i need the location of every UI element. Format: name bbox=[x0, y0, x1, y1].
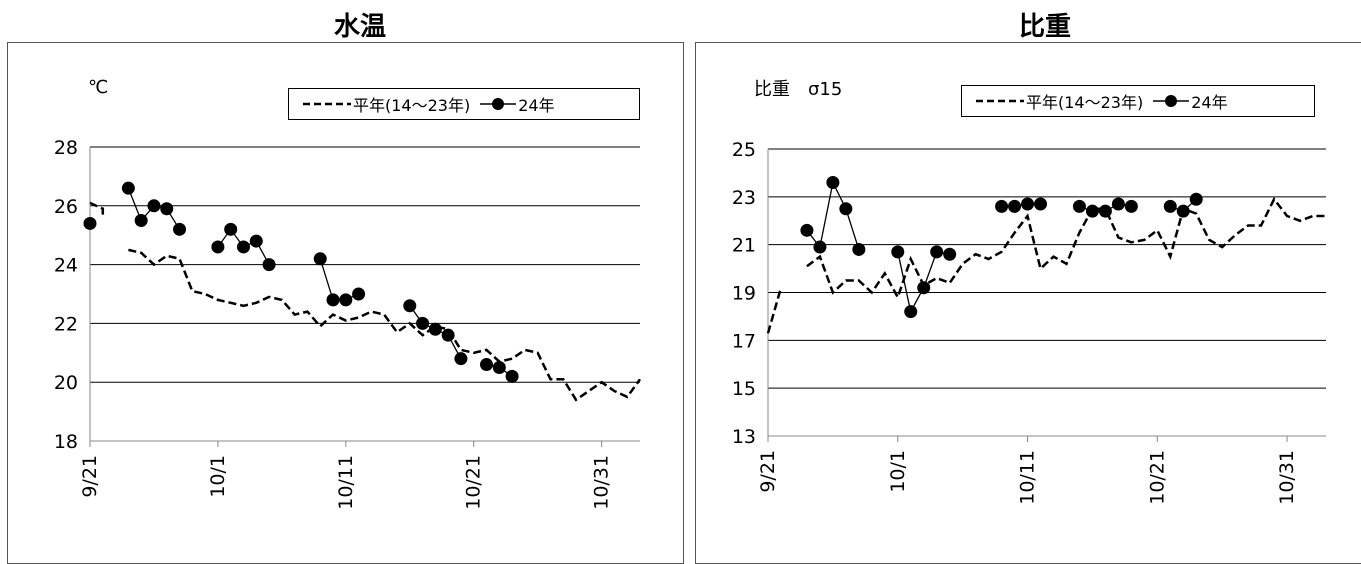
data-point-24 bbox=[313, 252, 327, 266]
chart-plot-water-temp: 18 20 22 24 26 28 9/21 10/1 10/11 10/21 10/31 bbox=[54, 137, 642, 510]
data-point-24 bbox=[852, 242, 866, 256]
chart-plot-specific-gravity: 13 15 17 19 21 23 25 9/21 10/1 10/11 10/21 10/31 bbox=[732, 139, 1326, 505]
data-point-24 bbox=[1008, 199, 1022, 213]
legend: 平年(14～23年) 24年 bbox=[288, 88, 640, 120]
chart-panel-water-temp: ℃ 平年(14～23年) 24年 18 20 22 24 26 28 9/21 10/1 10/… bbox=[7, 42, 684, 564]
data-point-24 bbox=[224, 222, 238, 236]
data-point-24 bbox=[1021, 197, 1035, 211]
data-point-24 bbox=[1124, 199, 1138, 213]
y-tick-label: 18 bbox=[54, 431, 78, 453]
x-tick-label: 9/21 bbox=[79, 455, 101, 498]
data-point-24 bbox=[839, 202, 853, 216]
data-point-24 bbox=[249, 234, 263, 248]
data-point-24 bbox=[403, 299, 417, 313]
data-point-24 bbox=[147, 199, 161, 213]
line-marker-icon bbox=[480, 98, 517, 110]
data-point-24 bbox=[943, 247, 957, 261]
y-tick-label: 22 bbox=[54, 313, 78, 335]
x-tick-label: 10/31 bbox=[591, 455, 613, 510]
data-point-24 bbox=[352, 287, 366, 301]
series-line-24 bbox=[806, 180, 860, 250]
y-tick-label: 25 bbox=[732, 139, 756, 161]
data-point-24 bbox=[1189, 192, 1203, 206]
y-unit-label: 比重 σ15 bbox=[754, 79, 843, 100]
y-unit-label: ℃ bbox=[88, 77, 109, 98]
legend-label-normal: 平年(14～23年) bbox=[1026, 93, 1144, 112]
data-point-24 bbox=[891, 245, 905, 259]
data-point-24 bbox=[211, 240, 225, 254]
legend-item-24: 24年 bbox=[478, 92, 555, 116]
x-tick-label: 10/11 bbox=[335, 455, 357, 510]
data-point-24 bbox=[416, 316, 430, 330]
data-point-24 bbox=[83, 216, 97, 230]
x-tick-label: 10/11 bbox=[1017, 450, 1039, 505]
data-point-24 bbox=[160, 202, 174, 216]
data-point-24 bbox=[1085, 204, 1099, 218]
data-point-24 bbox=[1176, 204, 1190, 218]
data-point-24 bbox=[121, 181, 135, 195]
data-point-24 bbox=[492, 361, 506, 374]
y-tick-label: 24 bbox=[54, 255, 78, 277]
data-point-24 bbox=[173, 222, 187, 236]
series-line-normal bbox=[89, 201, 105, 215]
y-tick-label: 28 bbox=[54, 137, 78, 159]
chart-panel-specific-gravity: 比重 σ15 平年(14～23年) 24年 13 15 17 19 21 23 25 9/21… bbox=[695, 42, 1361, 564]
series-line-normal bbox=[128, 248, 642, 402]
data-point-24 bbox=[1098, 204, 1112, 218]
data-point-24 bbox=[813, 240, 827, 254]
x-tick-label: 10/1 bbox=[887, 450, 909, 493]
y-tick-label: 26 bbox=[54, 196, 78, 218]
legend-label-24: 24年 bbox=[518, 96, 555, 115]
chart-title-water-temp: 水温 bbox=[333, 12, 386, 42]
y-tick-label: 19 bbox=[732, 283, 756, 305]
y-tick-label: 13 bbox=[732, 426, 756, 448]
data-point-24 bbox=[1111, 197, 1125, 211]
data-point-24 bbox=[339, 293, 353, 307]
y-tick-label: 17 bbox=[732, 330, 756, 352]
line-marker-icon bbox=[1153, 95, 1190, 107]
data-point-24 bbox=[505, 369, 519, 383]
legend-label-normal: 平年(14～23年) bbox=[353, 96, 471, 115]
data-point-24 bbox=[1072, 199, 1086, 213]
data-point-24 bbox=[800, 223, 814, 237]
legend-item-normal: 平年(14～23年) bbox=[301, 92, 470, 116]
y-tick-label: 21 bbox=[732, 235, 756, 257]
data-point-24 bbox=[1163, 199, 1177, 213]
data-point-24 bbox=[930, 245, 944, 259]
x-tick-label: 10/21 bbox=[1146, 450, 1168, 505]
data-point-24 bbox=[995, 199, 1009, 213]
dashed-line-icon bbox=[976, 99, 1024, 103]
legend-item-24: 24年 bbox=[1151, 89, 1228, 113]
data-point-24 bbox=[917, 281, 931, 295]
data-point-24 bbox=[262, 258, 276, 272]
chart-title-specific-gravity: 比重 bbox=[1018, 12, 1071, 42]
legend-item-normal: 平年(14～23年) bbox=[974, 89, 1143, 113]
series-line-normal bbox=[766, 287, 783, 334]
y-tick-label: 15 bbox=[732, 378, 756, 400]
x-tick-label: 10/31 bbox=[1276, 450, 1298, 505]
data-point-24 bbox=[826, 175, 840, 189]
data-point-24 bbox=[236, 240, 250, 254]
series-line-normal bbox=[806, 196, 1326, 301]
dashed-line-icon bbox=[303, 102, 351, 106]
data-point-24 bbox=[904, 305, 918, 319]
legend: 平年(14～23年) 24年 bbox=[961, 85, 1315, 117]
data-point-24 bbox=[441, 328, 455, 342]
data-point-24 bbox=[454, 352, 468, 366]
x-tick-label: 9/21 bbox=[757, 450, 779, 493]
y-tick-label: 23 bbox=[732, 187, 756, 209]
x-tick-label: 10/1 bbox=[207, 455, 229, 498]
data-point-24 bbox=[480, 358, 494, 372]
legend-label-24: 24年 bbox=[1191, 93, 1228, 112]
data-point-24 bbox=[428, 322, 442, 336]
x-tick-label: 10/21 bbox=[463, 455, 485, 510]
data-point-24 bbox=[326, 293, 340, 307]
y-tick-label: 20 bbox=[54, 372, 78, 394]
data-point-24 bbox=[134, 214, 148, 227]
data-point-24 bbox=[1034, 197, 1048, 211]
